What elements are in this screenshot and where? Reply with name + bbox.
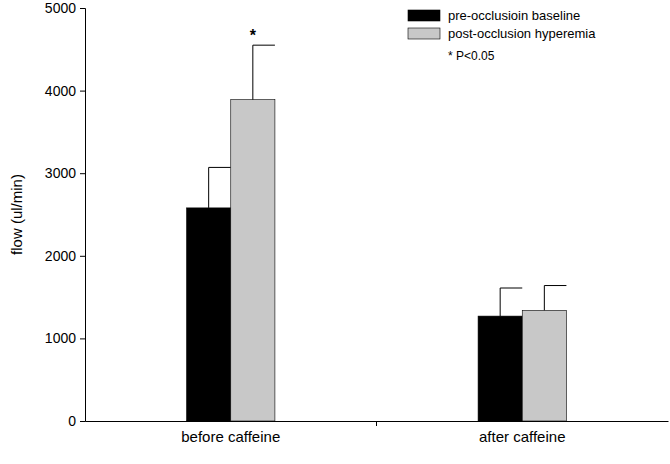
y-tick-label: 4000: [45, 83, 76, 99]
legend-label: post-occlusion hyperemia: [448, 26, 596, 41]
y-tick: 5000: [45, 0, 85, 16]
bar: [231, 100, 275, 421]
bar: [187, 208, 231, 421]
x-tick-label: before caffeine: [181, 428, 280, 445]
y-tick-mark: [80, 338, 85, 339]
marks: [187, 45, 567, 421]
plot: 0 1000 2000 3000 4000 5000 before caffeine afte…: [45, 0, 669, 445]
y-tick-mark: [80, 256, 85, 257]
error-stem: [252, 45, 253, 100]
x-tick: before caffeine: [181, 421, 280, 445]
y-tick: 0: [68, 413, 85, 429]
significance-marker: *: [250, 27, 257, 44]
chart-container: 0 1000 2000 3000 4000 5000 before caffeine afte…: [0, 0, 670, 464]
chart: 0 1000 2000 3000 4000 5000 before caffeine afte…: [0, 0, 670, 464]
error-bar: [500, 288, 522, 316]
annotations: *: [250, 27, 257, 44]
error-bar: [253, 45, 275, 100]
error-bar: [544, 286, 566, 311]
error-bar: [209, 167, 231, 207]
x-tick: after caffeine: [479, 421, 565, 445]
category-separator: [376, 421, 377, 426]
y-tick-label: 1000: [45, 330, 76, 346]
error-cap: [209, 167, 231, 168]
y-tick-mark: [80, 8, 85, 9]
legend-item: pre-occlusioin baseline: [408, 8, 580, 23]
y-tick-mark: [80, 173, 85, 174]
y-tick-label: 2000: [45, 248, 76, 264]
error-stem: [208, 167, 209, 207]
legend: pre-occlusioin baseline post-occlusion hy…: [408, 8, 596, 63]
y-tick-mark: [80, 91, 85, 92]
bar: [522, 310, 566, 421]
error-stem: [544, 286, 545, 311]
y-tick-label: 0: [68, 413, 76, 429]
annotation: * P<0.05: [448, 49, 495, 63]
y-tick: 1000: [45, 330, 85, 346]
y-tick: 4000: [45, 83, 85, 99]
y-axis-line: [80, 9, 86, 422]
x-tick-label: after caffeine: [479, 428, 565, 445]
y-tick: 3000: [45, 165, 85, 181]
y-axis-title: flow (ul/min): [8, 174, 25, 255]
legend-swatch: [408, 10, 440, 21]
y-tick: 2000: [45, 248, 85, 264]
y-tick-label: 3000: [45, 165, 76, 181]
x-axis: before caffeine after caffeine: [86, 421, 669, 445]
error-cap: [500, 288, 522, 289]
error-stem: [500, 288, 501, 316]
error-cap: [253, 45, 275, 46]
y-tick-label: 5000: [45, 0, 76, 16]
y-tick-mark: [80, 421, 85, 422]
error-cap: [544, 285, 566, 286]
legend-item: post-occlusion hyperemia: [408, 26, 596, 41]
bar: [478, 316, 522, 421]
legend-label: pre-occlusioin baseline: [448, 8, 580, 23]
legend-swatch: [408, 28, 440, 39]
y-axis: 0 1000 2000 3000 4000 5000: [45, 0, 86, 429]
